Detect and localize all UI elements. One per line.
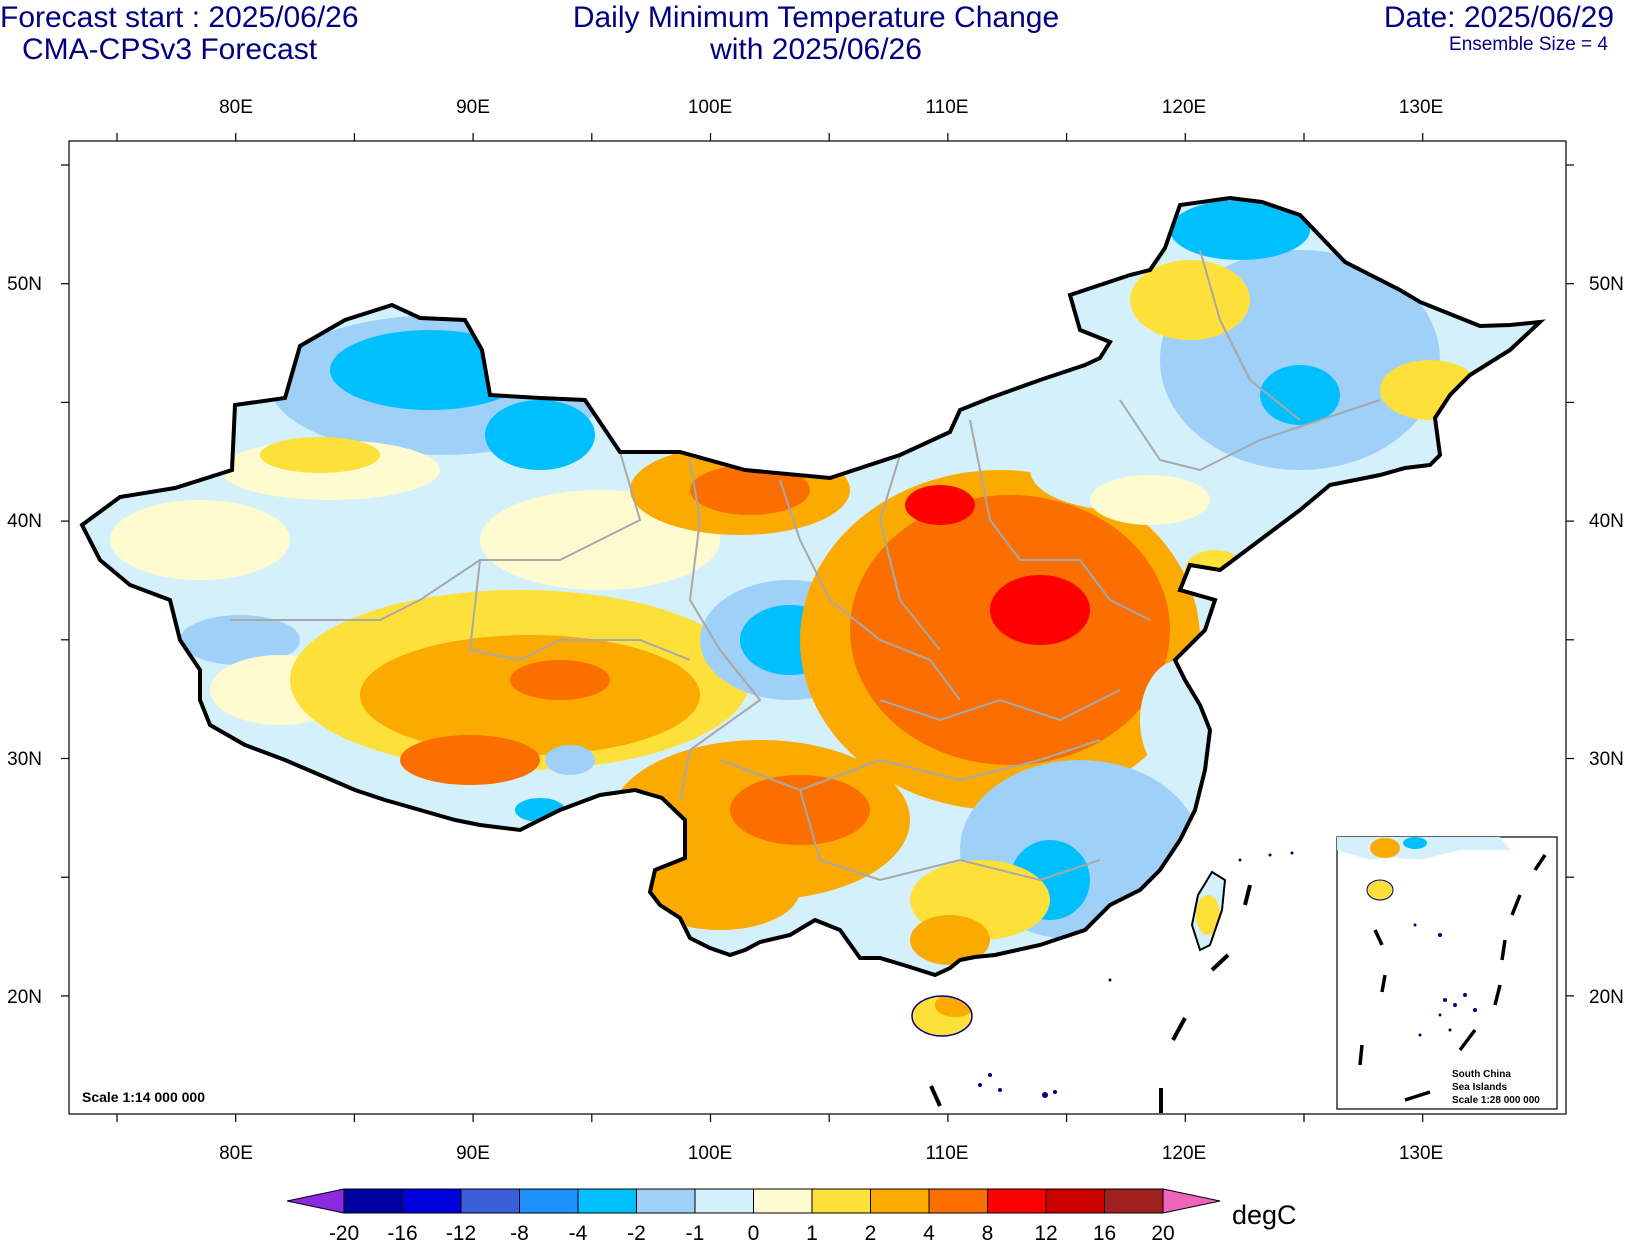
inset-map (1337, 837, 1547, 1102)
colorbar-label: 0 (748, 1222, 760, 1241)
colorbar-label: -12 (446, 1222, 476, 1241)
colorbar-label: 2 (865, 1222, 877, 1241)
colorbar-label: 8 (982, 1222, 994, 1241)
colorbar-cell (1104, 1188, 1164, 1214)
scale-label: Scale 1:14 000 000 (82, 1089, 205, 1105)
axis-labels: 80E 80E 90E 90E 100E 100E 110E 110E 120E 120E 130E… (7, 97, 1624, 1164)
colorbar-cell (519, 1188, 579, 1214)
lon-label-top: 110E (926, 97, 969, 118)
colorbar-cell (636, 1188, 696, 1214)
colorbar-cell (402, 1188, 462, 1214)
lon-label-top: 120E (1162, 97, 1206, 118)
province-borders (230, 249, 1381, 882)
hainan-island (912, 996, 972, 1036)
colorbar-label: -8 (510, 1222, 529, 1241)
lat-label-right: 20N (1589, 987, 1624, 1008)
colorbar-label: 4 (923, 1222, 935, 1241)
inset-label-line1: South China (1452, 1069, 1511, 1080)
inset-scale-label: Scale 1:28 000 000 (1452, 1095, 1540, 1106)
colorbar-label: 20 (1151, 1222, 1174, 1241)
maritime-boundary-dashes (929, 884, 1252, 1113)
colorbar-label: -2 (627, 1222, 646, 1241)
lat-label-left: 20N (7, 987, 42, 1008)
colorbar-high-triangle (1162, 1188, 1221, 1214)
valid-date-label: Date: 2025/06/29 (1383, 1, 1614, 34)
small-islands (978, 851, 1294, 1098)
title-line-2: with 2025/06/26 (710, 33, 922, 66)
colorbar-label: -4 (569, 1222, 588, 1241)
colorbar-label: 1 (806, 1222, 818, 1241)
lat-label-left: 50N (7, 274, 42, 295)
lat-label-right: 30N (1589, 749, 1624, 770)
colorbar-cells (343, 1188, 1164, 1214)
colorbar-cell (1045, 1188, 1105, 1214)
lon-label-bottom: 80E (219, 1143, 253, 1164)
lat-label-right: 40N (1589, 511, 1624, 532)
colorbar-cell (753, 1188, 813, 1214)
lon-label-bottom: 120E (1162, 1143, 1206, 1164)
lon-label-top: 100E (688, 97, 732, 118)
colorbar-label: -16 (387, 1222, 417, 1241)
lon-label-top: 80E (219, 97, 253, 118)
colorbar-label: 12 (1034, 1222, 1057, 1241)
colorbar: -20 -16 -12 -8 -4 -2 -1 0 1 2 4 8 12 16 20 degC (286, 1188, 1297, 1241)
lon-label-bottom: 110E (926, 1143, 969, 1164)
colorbar-label: -20 (329, 1222, 359, 1241)
colorbar-cell (577, 1188, 637, 1214)
lon-label-bottom: 90E (456, 1143, 490, 1164)
colorbar-low-triangle (286, 1188, 345, 1214)
colorbar-cell (694, 1188, 754, 1214)
colorbar-labels: -20 -16 -12 -8 -4 -2 -1 0 1 2 4 8 12 16 20 (329, 1222, 1175, 1241)
forecast-start-label: Forecast start : 2025/06/26 (0, 1, 359, 34)
title-line-1: Daily Minimum Temperature Change (572, 1, 1060, 34)
colorbar-cell (460, 1188, 520, 1214)
colorbar-cell (811, 1188, 871, 1214)
lon-label-top: 90E (456, 97, 490, 118)
colorbar-cell (343, 1188, 403, 1214)
inset-frame (1336, 836, 1558, 1110)
lat-label-left: 30N (7, 749, 42, 770)
lat-label-right: 50N (1589, 274, 1624, 295)
ensemble-size-label: Ensemble Size = 4 (1449, 34, 1608, 55)
inset-label-line2: Sea Islands (1452, 1082, 1507, 1093)
colorbar-unit: degC (1232, 1200, 1297, 1230)
colorbar-cell (870, 1188, 930, 1214)
lon-label-top: 130E (1399, 97, 1443, 118)
lat-label-left: 40N (7, 511, 42, 532)
colorbar-cell (928, 1188, 988, 1214)
colorbar-cell (987, 1188, 1047, 1214)
colorbar-label: 16 (1093, 1222, 1116, 1241)
lon-label-bottom: 130E (1399, 1143, 1443, 1164)
colorbar-label: -1 (686, 1222, 705, 1241)
axis-ticks (61, 133, 1574, 1122)
lon-label-bottom: 100E (688, 1143, 732, 1164)
model-label: CMA-CPSv3 Forecast (22, 33, 318, 66)
